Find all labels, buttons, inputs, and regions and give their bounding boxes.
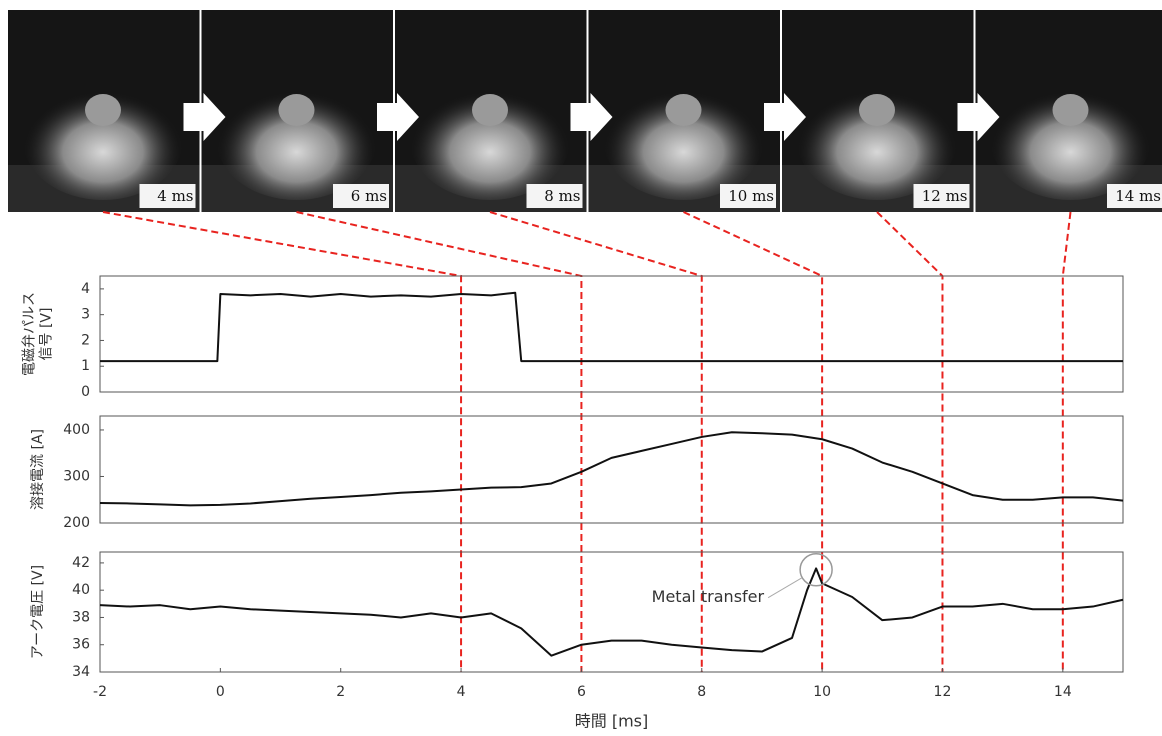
y-axis-label: 電磁弁パルス [22, 292, 38, 376]
arrow [570, 93, 613, 141]
label-bg [333, 184, 389, 208]
x-tick-label: 6 [577, 684, 586, 700]
droplet [1052, 94, 1089, 126]
frame-label: 4 ms [157, 187, 193, 205]
x-tick-label: 12 [934, 684, 952, 700]
arrow [764, 93, 806, 141]
y-axis-label: アーク電圧 [V] [30, 565, 46, 659]
label-bg [139, 184, 196, 208]
x-tick-label: 0 [216, 684, 225, 700]
x-tick-label: 2 [336, 684, 345, 700]
data-line [100, 291, 1123, 363]
frame-label: 12 ms [922, 187, 968, 205]
y-tick-label: 42 [72, 555, 90, 571]
connector [876, 211, 944, 672]
label-bg [913, 184, 970, 208]
x-tick-label: 10 [813, 684, 831, 700]
data-line [99, 431, 1124, 507]
droplet [665, 94, 702, 126]
plot-frame [99, 415, 1124, 524]
annotation-circle [799, 552, 833, 587]
y-tick-label: 2 [81, 332, 90, 348]
arrow [183, 93, 226, 141]
label-bg [526, 184, 583, 208]
label-bg [1107, 184, 1162, 208]
label-bg [720, 184, 776, 208]
annotation-leader [767, 577, 803, 599]
plot-frame [99, 551, 1124, 673]
frame-label: 8 ms [544, 187, 580, 205]
x-tick-label: -2 [93, 684, 107, 700]
arc-glow [603, 80, 764, 200]
y-axis-label: 溶接電流 [A] [29, 429, 46, 510]
x-tick-label: 8 [697, 684, 706, 700]
arc-glow [990, 80, 1151, 200]
droplet [859, 94, 895, 126]
plot-frame [99, 275, 1124, 393]
droplet [85, 94, 121, 126]
y-tick-label: 34 [72, 664, 90, 680]
arc-glow [410, 80, 570, 200]
x-axis-label: 時間 [ms] [575, 712, 649, 731]
droplet [278, 94, 315, 126]
droplet [472, 94, 508, 126]
frame-label: 14 ms [1115, 187, 1161, 205]
y-tick-label: 4 [81, 281, 90, 297]
connector [683, 211, 824, 672]
connector [1061, 211, 1072, 672]
arrow [377, 93, 419, 141]
x-tick-label: 4 [457, 684, 466, 700]
connector [102, 211, 463, 672]
connector [296, 211, 583, 672]
frame-label: 10 ms [728, 187, 774, 205]
data-line [99, 567, 1124, 657]
frame-label: 6 ms [351, 187, 387, 205]
y-tick-label: 200 [63, 515, 90, 531]
y-axis-label: 信号 [V] [39, 308, 55, 361]
y-tick-label: 400 [63, 422, 90, 438]
y-tick-label: 40 [72, 582, 90, 598]
y-tick-label: 36 [72, 637, 90, 653]
y-tick-label: 3 [81, 307, 90, 323]
arrow [957, 93, 1000, 141]
annotation: Metal transfer [652, 587, 765, 606]
arc-glow [216, 80, 377, 200]
y-tick-label: 38 [72, 609, 90, 625]
y-tick-label: 1 [81, 358, 90, 374]
y-tick-label: 0 [81, 384, 90, 400]
x-tick-label: 14 [1054, 684, 1072, 700]
y-tick-label: 300 [63, 468, 90, 484]
arc-glow [23, 80, 183, 200]
arc-glow [797, 80, 957, 200]
